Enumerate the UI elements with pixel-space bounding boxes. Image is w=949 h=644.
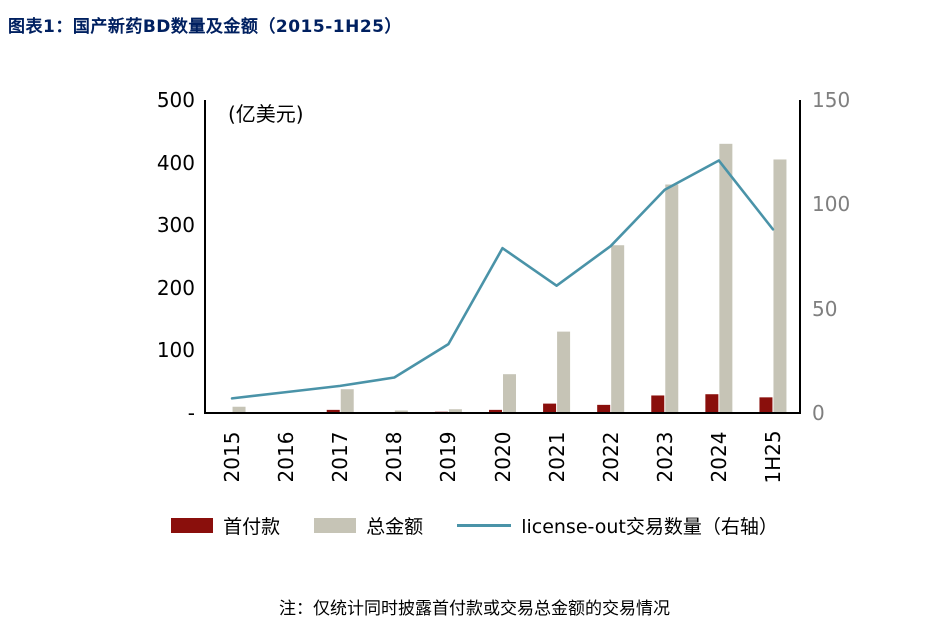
- x-tick-1H25: 1H25: [760, 430, 785, 484]
- x-tick-2022: 2022: [598, 431, 623, 483]
- x-tick-2015: 2015: [220, 431, 245, 483]
- bar-total-2021: [557, 331, 571, 413]
- bar-upfront-2017: [326, 409, 340, 413]
- y-left-tick-100: 100: [156, 338, 195, 363]
- bar-upfront-2020: [489, 409, 502, 413]
- bar-total-2024: [719, 143, 733, 413]
- x-tick-2018: 2018: [382, 431, 407, 483]
- y-left-tick--: -: [187, 401, 195, 425]
- legend-label-upfront: 首付款: [223, 516, 281, 538]
- x-tick-2021: 2021: [544, 431, 569, 483]
- bar-upfront-1H25: [759, 397, 773, 413]
- bar-total-1H25: [773, 159, 787, 413]
- y-right-tick-0: 0: [812, 401, 825, 425]
- y-left-tick-500: 500: [156, 88, 195, 112]
- licenseout-line-swatch: [457, 524, 512, 527]
- y-right-tick-150: 150: [812, 88, 851, 112]
- y-right-tick-100: 100: [812, 192, 851, 217]
- legend-item-licenseout: license-out交易数量（右轴）: [457, 512, 778, 539]
- bar-total-2015: [232, 406, 246, 413]
- footnote: 注：仅统计同时披露首付款或交易总金额的交易情况: [279, 599, 670, 619]
- total-bar-swatch: [314, 518, 357, 533]
- x-tick-2023: 2023: [652, 431, 677, 483]
- x-tick-2020: 2020: [490, 431, 515, 483]
- bar-total-2020: [503, 374, 516, 413]
- chart-title: 图表1：国产新药BD数量及金额（2015-1H25）: [8, 17, 402, 37]
- legend-item-upfront: 首付款: [171, 512, 280, 539]
- bar-total-2019: [448, 409, 462, 413]
- y-left-tick-300: 300: [156, 213, 195, 238]
- left-axis-unit-label: (亿美元): [228, 102, 304, 126]
- x-tick-2024: 2024: [706, 431, 731, 483]
- y-right-tick-50: 50: [812, 296, 838, 321]
- y-left-tick-400: 400: [156, 150, 195, 175]
- licenseout-line: [230, 159, 775, 400]
- y-left-tick-200: 200: [156, 275, 195, 300]
- bar-upfront-2024: [705, 394, 719, 413]
- x-tick-2016: 2016: [274, 431, 299, 483]
- bar-total-2023: [665, 184, 679, 413]
- x-tick-2017: 2017: [328, 431, 353, 483]
- bar-total-2018: [394, 410, 408, 413]
- upfront-bar-swatch: [171, 518, 214, 533]
- legend-label-licenseout: license-out交易数量（右轴）: [521, 516, 778, 538]
- bar-upfront-2022: [597, 404, 611, 413]
- bar-upfront-2021: [543, 403, 557, 413]
- legend-item-total: 总金额: [314, 512, 423, 539]
- bar-total-2022: [611, 245, 625, 413]
- bar-upfront-2023: [651, 395, 665, 413]
- x-tick-2019: 2019: [436, 431, 461, 483]
- legend: 首付款 总金额 license-out交易数量（右轴）: [0, 512, 949, 539]
- bar-total-2017: [340, 389, 354, 413]
- legend-label-total: 总金额: [366, 516, 424, 538]
